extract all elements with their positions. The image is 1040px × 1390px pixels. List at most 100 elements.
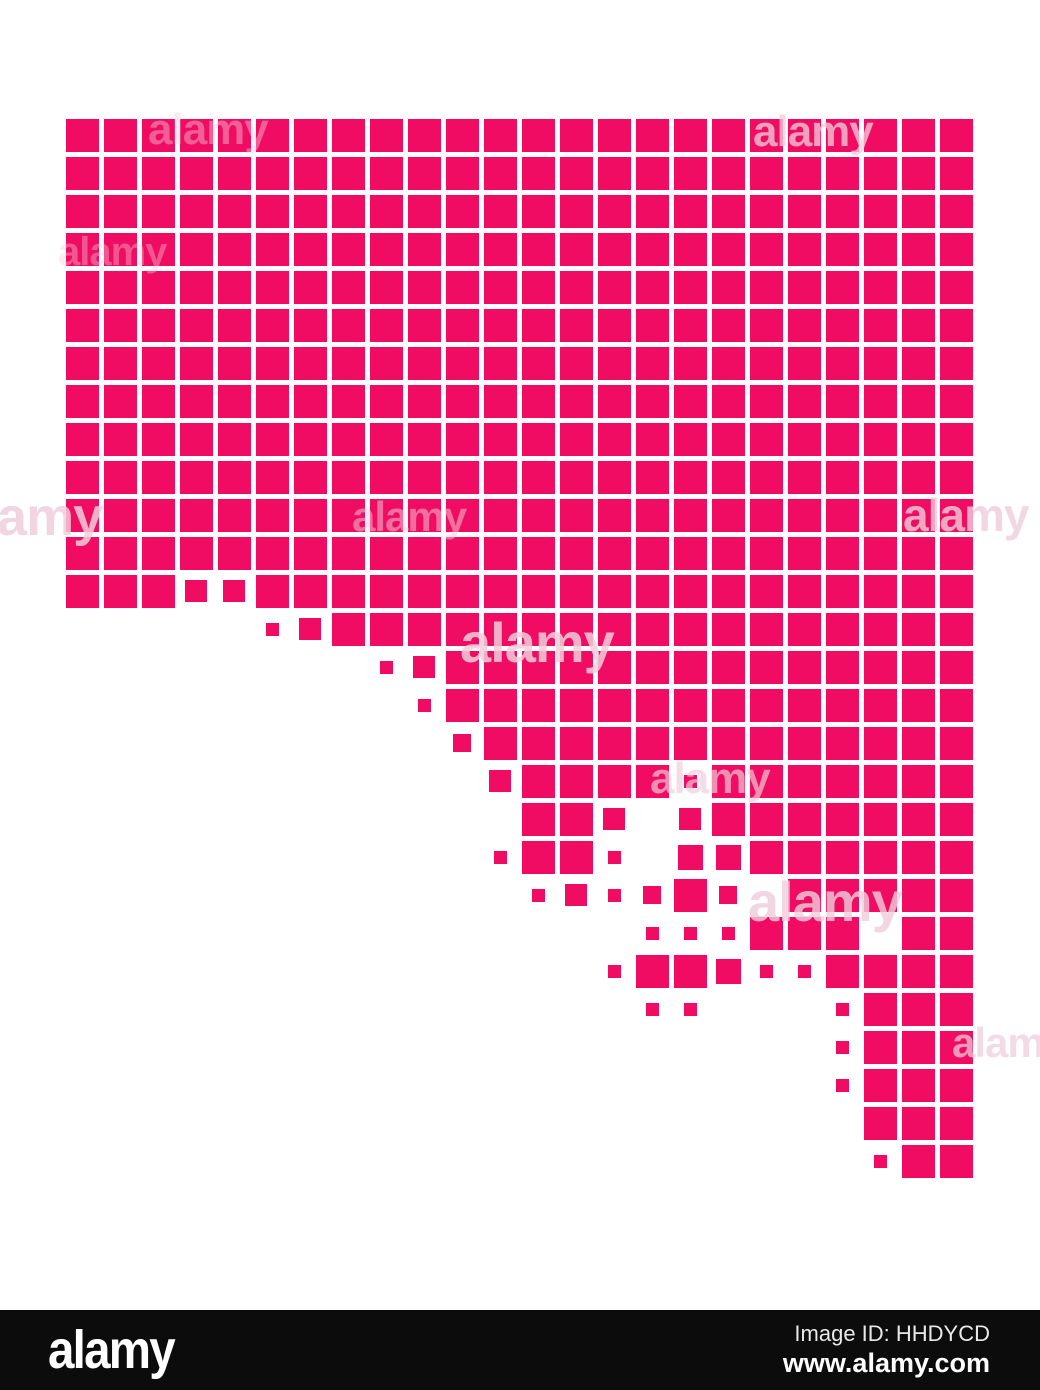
map-square	[787, 688, 821, 722]
alamy-watermark: alamy	[952, 1019, 1040, 1066]
map-square	[597, 726, 631, 760]
map-square	[749, 764, 783, 798]
map-square	[863, 118, 897, 152]
map-square	[255, 574, 289, 608]
map-square	[825, 346, 859, 380]
map-square	[673, 384, 707, 418]
map-square	[65, 422, 99, 456]
map-square	[939, 650, 973, 684]
map-square	[643, 886, 661, 904]
map-square	[901, 650, 935, 684]
map-square	[103, 574, 137, 608]
map-square	[417, 698, 431, 712]
map-square	[407, 232, 441, 266]
map-square	[787, 156, 821, 190]
map-square	[901, 118, 935, 152]
map-square	[559, 232, 593, 266]
map-square	[559, 498, 593, 532]
map-square	[635, 574, 669, 608]
map-square	[255, 308, 289, 342]
map-square	[711, 346, 745, 380]
map-square	[901, 878, 935, 912]
map-square	[179, 422, 213, 456]
map-square	[787, 498, 821, 532]
map-square	[103, 270, 137, 304]
map-square	[901, 156, 935, 190]
map-square	[939, 194, 973, 228]
map-square	[939, 878, 973, 912]
map-square	[103, 346, 137, 380]
map-square	[453, 734, 471, 752]
map-square	[673, 460, 707, 494]
alamy-watermark: alamy	[748, 870, 903, 933]
map-square	[407, 536, 441, 570]
map-square	[711, 460, 745, 494]
map-square	[559, 650, 593, 684]
map-square	[331, 460, 365, 494]
map-square	[597, 574, 631, 608]
map-square	[331, 422, 365, 456]
map-square	[483, 232, 517, 266]
map-square	[673, 612, 707, 646]
map-square	[255, 232, 289, 266]
map-square	[521, 498, 555, 532]
map-square	[255, 194, 289, 228]
map-square	[721, 926, 735, 940]
map-square	[607, 964, 621, 978]
map-square	[65, 536, 99, 570]
map-square	[825, 384, 859, 418]
map-square	[825, 194, 859, 228]
map-square	[217, 270, 251, 304]
map-square	[939, 384, 973, 418]
map-square	[369, 498, 403, 532]
map-square	[293, 574, 327, 608]
map-square	[673, 422, 707, 456]
map-square	[863, 194, 897, 228]
map-square	[825, 460, 859, 494]
map-square	[559, 308, 593, 342]
map-square	[521, 156, 555, 190]
map-square	[217, 384, 251, 418]
alamy-watermark: alamy	[148, 105, 269, 154]
alamy-watermark: alamy	[352, 493, 467, 540]
map-square	[863, 764, 897, 798]
map-square	[293, 460, 327, 494]
map-square	[179, 384, 213, 418]
map-square	[559, 840, 593, 874]
map-square	[835, 1078, 849, 1092]
map-square	[873, 1154, 887, 1168]
map-square	[901, 384, 935, 418]
map-square	[863, 574, 897, 608]
map-square	[521, 650, 555, 684]
map-square	[901, 764, 935, 798]
map-square	[679, 808, 701, 830]
map-square	[749, 194, 783, 228]
map-square	[787, 460, 821, 494]
map-square	[179, 118, 213, 152]
map-square	[407, 156, 441, 190]
map-square	[901, 536, 935, 570]
map-square	[559, 574, 593, 608]
map-square	[635, 384, 669, 418]
map-square	[141, 574, 175, 608]
map-square	[711, 726, 745, 760]
map-square	[179, 536, 213, 570]
map-square	[141, 308, 175, 342]
map-square	[787, 270, 821, 304]
map-square	[635, 270, 669, 304]
map-square	[141, 384, 175, 418]
map-square	[559, 156, 593, 190]
map-square	[445, 536, 479, 570]
map-square	[445, 460, 479, 494]
alamy-watermark: alamy	[753, 107, 874, 156]
map-square	[483, 498, 517, 532]
map-square	[673, 270, 707, 304]
map-square	[369, 384, 403, 418]
map-square	[407, 118, 441, 152]
map-square	[65, 498, 99, 532]
map-square	[141, 232, 175, 266]
map-square	[825, 650, 859, 684]
map-square	[521, 118, 555, 152]
map-square	[635, 650, 669, 684]
